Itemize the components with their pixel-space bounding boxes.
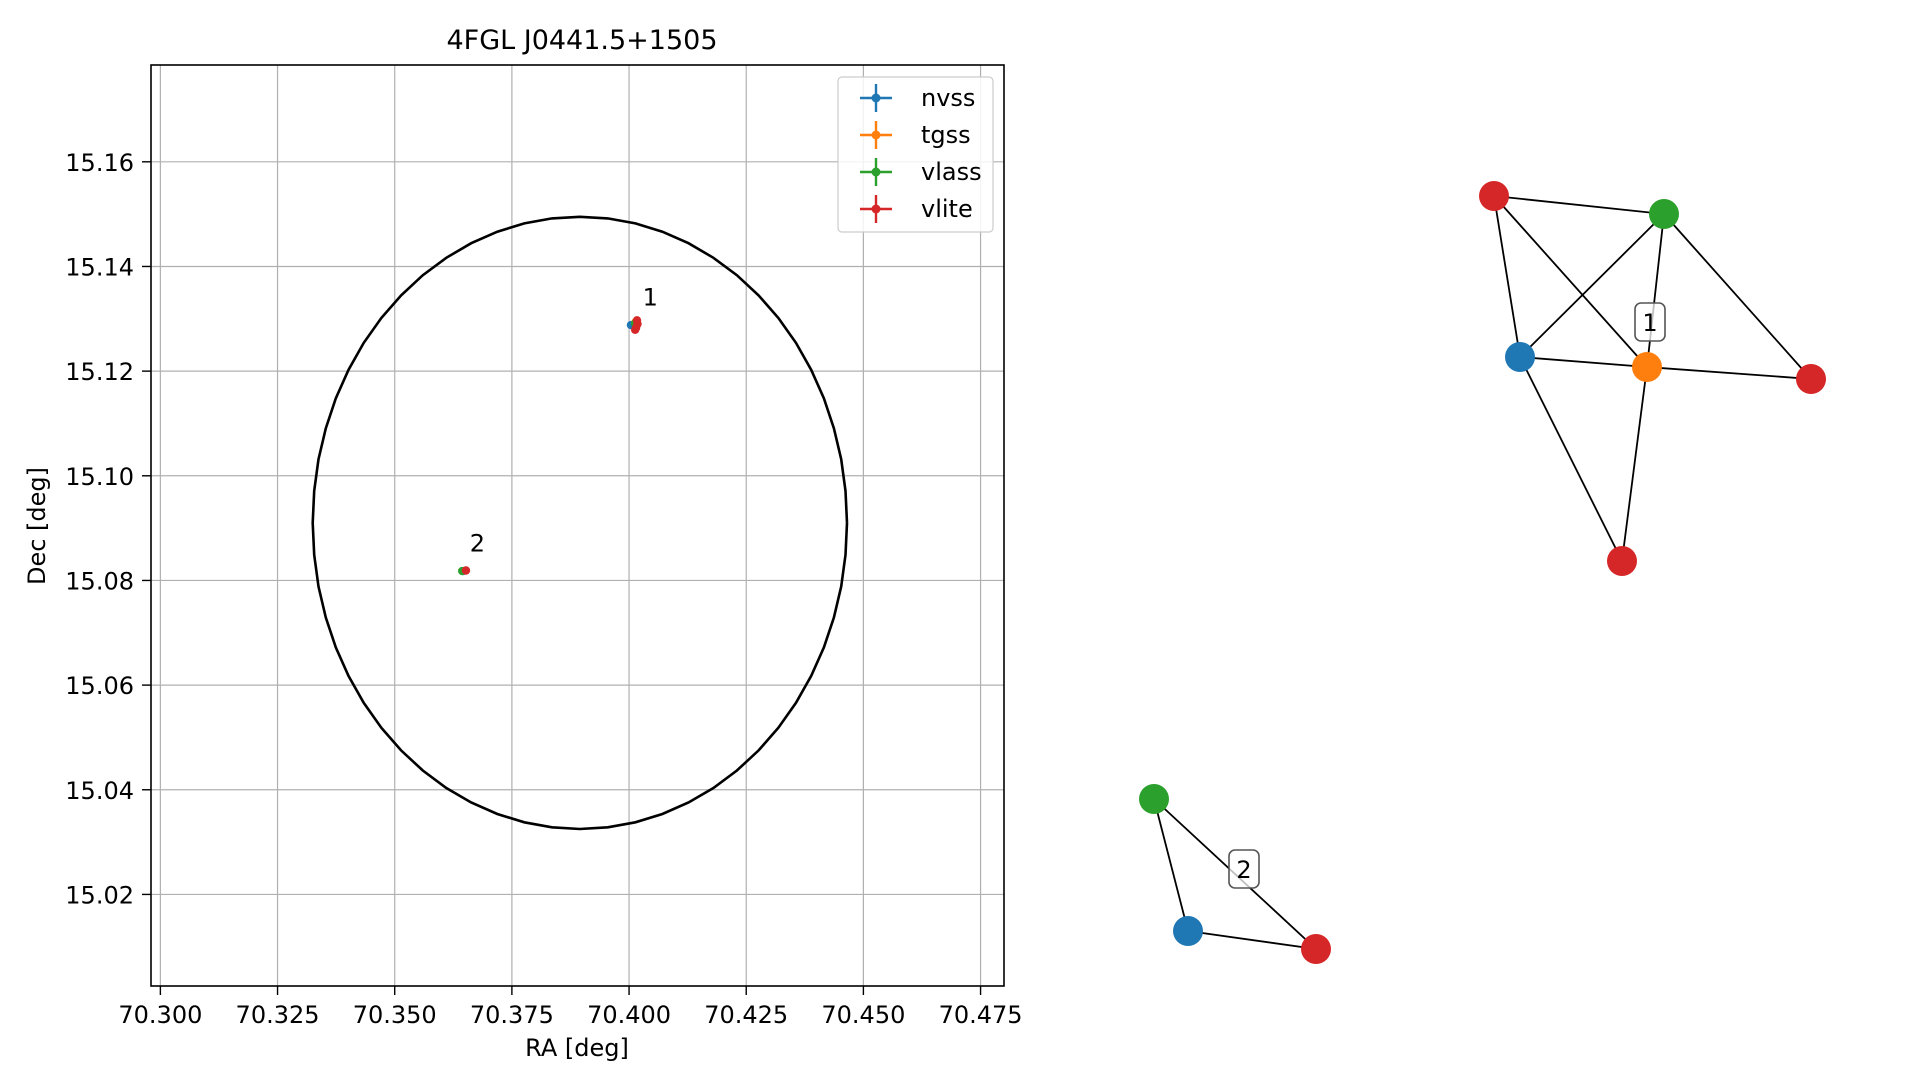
legend-entry-vlite: vlite [860, 195, 973, 223]
chart-title: 4FGL J0441.5+1505 [446, 25, 717, 56]
vlite-node [1607, 546, 1637, 576]
y-tick-label: 15.06 [65, 672, 134, 700]
y-tick-label: 15.10 [65, 463, 134, 491]
vlite-node [1479, 181, 1509, 211]
x-axis-label: RA [deg] [525, 1034, 629, 1062]
network-edge [1493, 195, 1521, 358]
cluster-label-2: 2 [1228, 849, 1260, 889]
cluster-labels: 12 [1228, 302, 1666, 889]
vlite-node [1301, 934, 1331, 964]
legend-entry-tgss: tgss [860, 121, 971, 149]
y-tick-label: 15.16 [65, 149, 134, 177]
legend-entry-nvss: nvss [860, 84, 975, 112]
x-tick-label: 70.425 [704, 1001, 788, 1029]
sky-position-chart: 4FGL J0441.5+1505 12 70.300 70.325 70.350 7… [23, 25, 1023, 1062]
cross-match-network: 12 [1139, 181, 1826, 964]
legend-label: nvss [921, 84, 975, 112]
vlite-point [633, 319, 642, 329]
tgss-node [1632, 352, 1662, 382]
y-tick-label: 15.08 [65, 567, 134, 595]
network-edge [1519, 356, 1648, 368]
y-tick-label: 15.12 [65, 358, 134, 386]
nvss-node [1505, 342, 1535, 372]
y-tick-label: 15.02 [65, 881, 134, 909]
network-edge [1646, 213, 1665, 368]
x-tick-label: 70.375 [470, 1001, 554, 1029]
network-edge [1621, 366, 1648, 562]
network-nodes [1139, 181, 1826, 964]
nvss-node [1173, 916, 1203, 946]
vlite-point [461, 566, 471, 575]
cluster-label-1: 1 [1634, 302, 1666, 342]
y-axis-label: Dec [deg] [23, 467, 51, 585]
cluster-label-text: 1 [1642, 309, 1657, 337]
network-edge [1153, 798, 1189, 932]
vlite-node [1796, 364, 1826, 394]
cluster-label-box [1228, 849, 1260, 889]
network-edge [1187, 930, 1317, 950]
x-tick-label: 70.450 [821, 1001, 905, 1029]
legend-marker [871, 93, 881, 103]
network-edge [1493, 195, 1648, 368]
x-tick-label: 70.475 [939, 1001, 1023, 1029]
legend-label: vlite [921, 195, 973, 223]
vlass-node [1649, 199, 1679, 229]
plot-frame [150, 64, 1005, 987]
legend-label: vlass [921, 158, 982, 186]
axis-ticks: 70.300 70.325 70.350 70.375 70.400 70.425 70.4… [65, 149, 1022, 1029]
vlass-node [1139, 784, 1169, 814]
x-tick-label: 70.400 [587, 1001, 671, 1029]
network-edge [1663, 213, 1812, 380]
legend-marker [871, 167, 881, 177]
data-points [458, 316, 642, 576]
legend-entry-vlass: vlass [860, 158, 982, 186]
legend-marker [871, 204, 881, 214]
cluster-label-box [1634, 302, 1666, 342]
legend-frame [837, 76, 994, 233]
legend-items: nvss tgss vlass vlite [860, 84, 982, 223]
network-edge [1519, 356, 1623, 562]
point-annotation: 2 [470, 530, 485, 558]
point-annotation: 1 [643, 284, 658, 312]
network-edge [1493, 195, 1665, 215]
point-annotations: 12 [470, 284, 658, 558]
legend: nvss tgss vlass vlite [837, 76, 994, 233]
y-tick-label: 15.14 [65, 253, 134, 281]
localization-ellipse [311, 215, 849, 831]
network-edges [1153, 195, 1812, 950]
grid-lines [151, 65, 1004, 986]
network-edge [1519, 213, 1665, 358]
network-edge [1646, 366, 1812, 380]
localization-ellipse-layer [311, 215, 849, 831]
legend-marker [871, 130, 881, 140]
x-tick-label: 70.300 [118, 1001, 202, 1029]
cluster-label-text: 2 [1236, 856, 1251, 884]
legend-label: tgss [921, 121, 971, 149]
y-tick-label: 15.04 [65, 777, 134, 805]
x-tick-label: 70.325 [236, 1001, 320, 1029]
x-tick-label: 70.350 [353, 1001, 437, 1029]
